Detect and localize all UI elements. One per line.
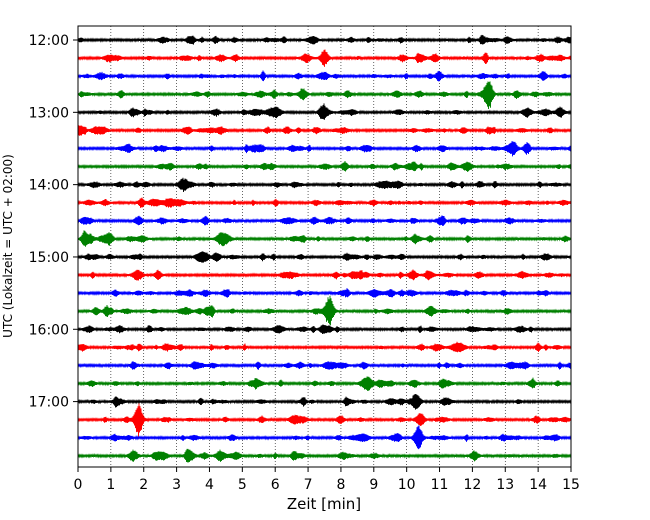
trace-row [77, 215, 572, 226]
trace-row [77, 230, 572, 247]
x-axis: 0 1 2 3 4 5 6 7 8 9 10 11 12 13 14 15 [74, 467, 580, 493]
trace-row [77, 197, 572, 208]
seismic-traces [77, 34, 572, 463]
trace-row [77, 425, 572, 450]
trace-row [77, 34, 572, 45]
x-tick-label: 2 [139, 477, 148, 493]
x-tick-label: 14 [529, 477, 547, 493]
y-tick-label: 16:00 [29, 322, 69, 338]
x-tick-label: 5 [238, 477, 247, 493]
x-tick-label: 10 [398, 477, 416, 493]
y-tick-label: 17:00 [29, 395, 69, 411]
trace-row [77, 393, 572, 410]
x-tick-label: 4 [205, 477, 214, 493]
trace-row [77, 376, 572, 391]
trace-row [77, 288, 572, 298]
trace-row [77, 70, 572, 82]
trace-row [77, 81, 572, 109]
trace-row [77, 141, 572, 157]
trace-row [77, 161, 572, 172]
x-axis-label: Zeit [min] [287, 495, 361, 513]
plot-frame [77, 25, 572, 468]
x-tick-label: 13 [496, 477, 514, 493]
trace-row [77, 177, 572, 192]
trace-row [77, 269, 572, 281]
y-tick-label: 15:00 [29, 250, 69, 266]
y-axis-label: UTC (Lokalzeit = UTC + 02:00) [1, 154, 15, 338]
trace-row [77, 49, 572, 67]
x-tick-label: 12 [463, 477, 481, 493]
trace-row [77, 324, 572, 334]
y-tick-label: 12:00 [29, 33, 69, 49]
x-tick-label: 7 [304, 477, 313, 493]
trace-row [77, 251, 572, 263]
trace-row [77, 125, 572, 136]
y-tick-label: 13:00 [29, 105, 69, 121]
trace-row [77, 103, 572, 120]
y-axis: 12:00 13:00 14:00 15:00 16:00 17:00 [29, 33, 78, 411]
trace-row [77, 341, 572, 353]
x-tick-label: 1 [106, 477, 115, 493]
x-tick-label: 0 [74, 477, 83, 493]
trace-row [77, 448, 572, 463]
trace-row [77, 403, 572, 437]
x-tick-label: 3 [172, 477, 181, 493]
x-tick-label: 9 [369, 477, 378, 493]
x-tick-label: 8 [336, 477, 345, 493]
trace-row [77, 295, 572, 326]
x-tick-label: 6 [271, 477, 280, 493]
y-tick-label: 14:00 [29, 178, 69, 194]
x-tick-label: 15 [562, 477, 580, 493]
trace-row [77, 361, 572, 370]
x-tick-label: 11 [431, 477, 449, 493]
